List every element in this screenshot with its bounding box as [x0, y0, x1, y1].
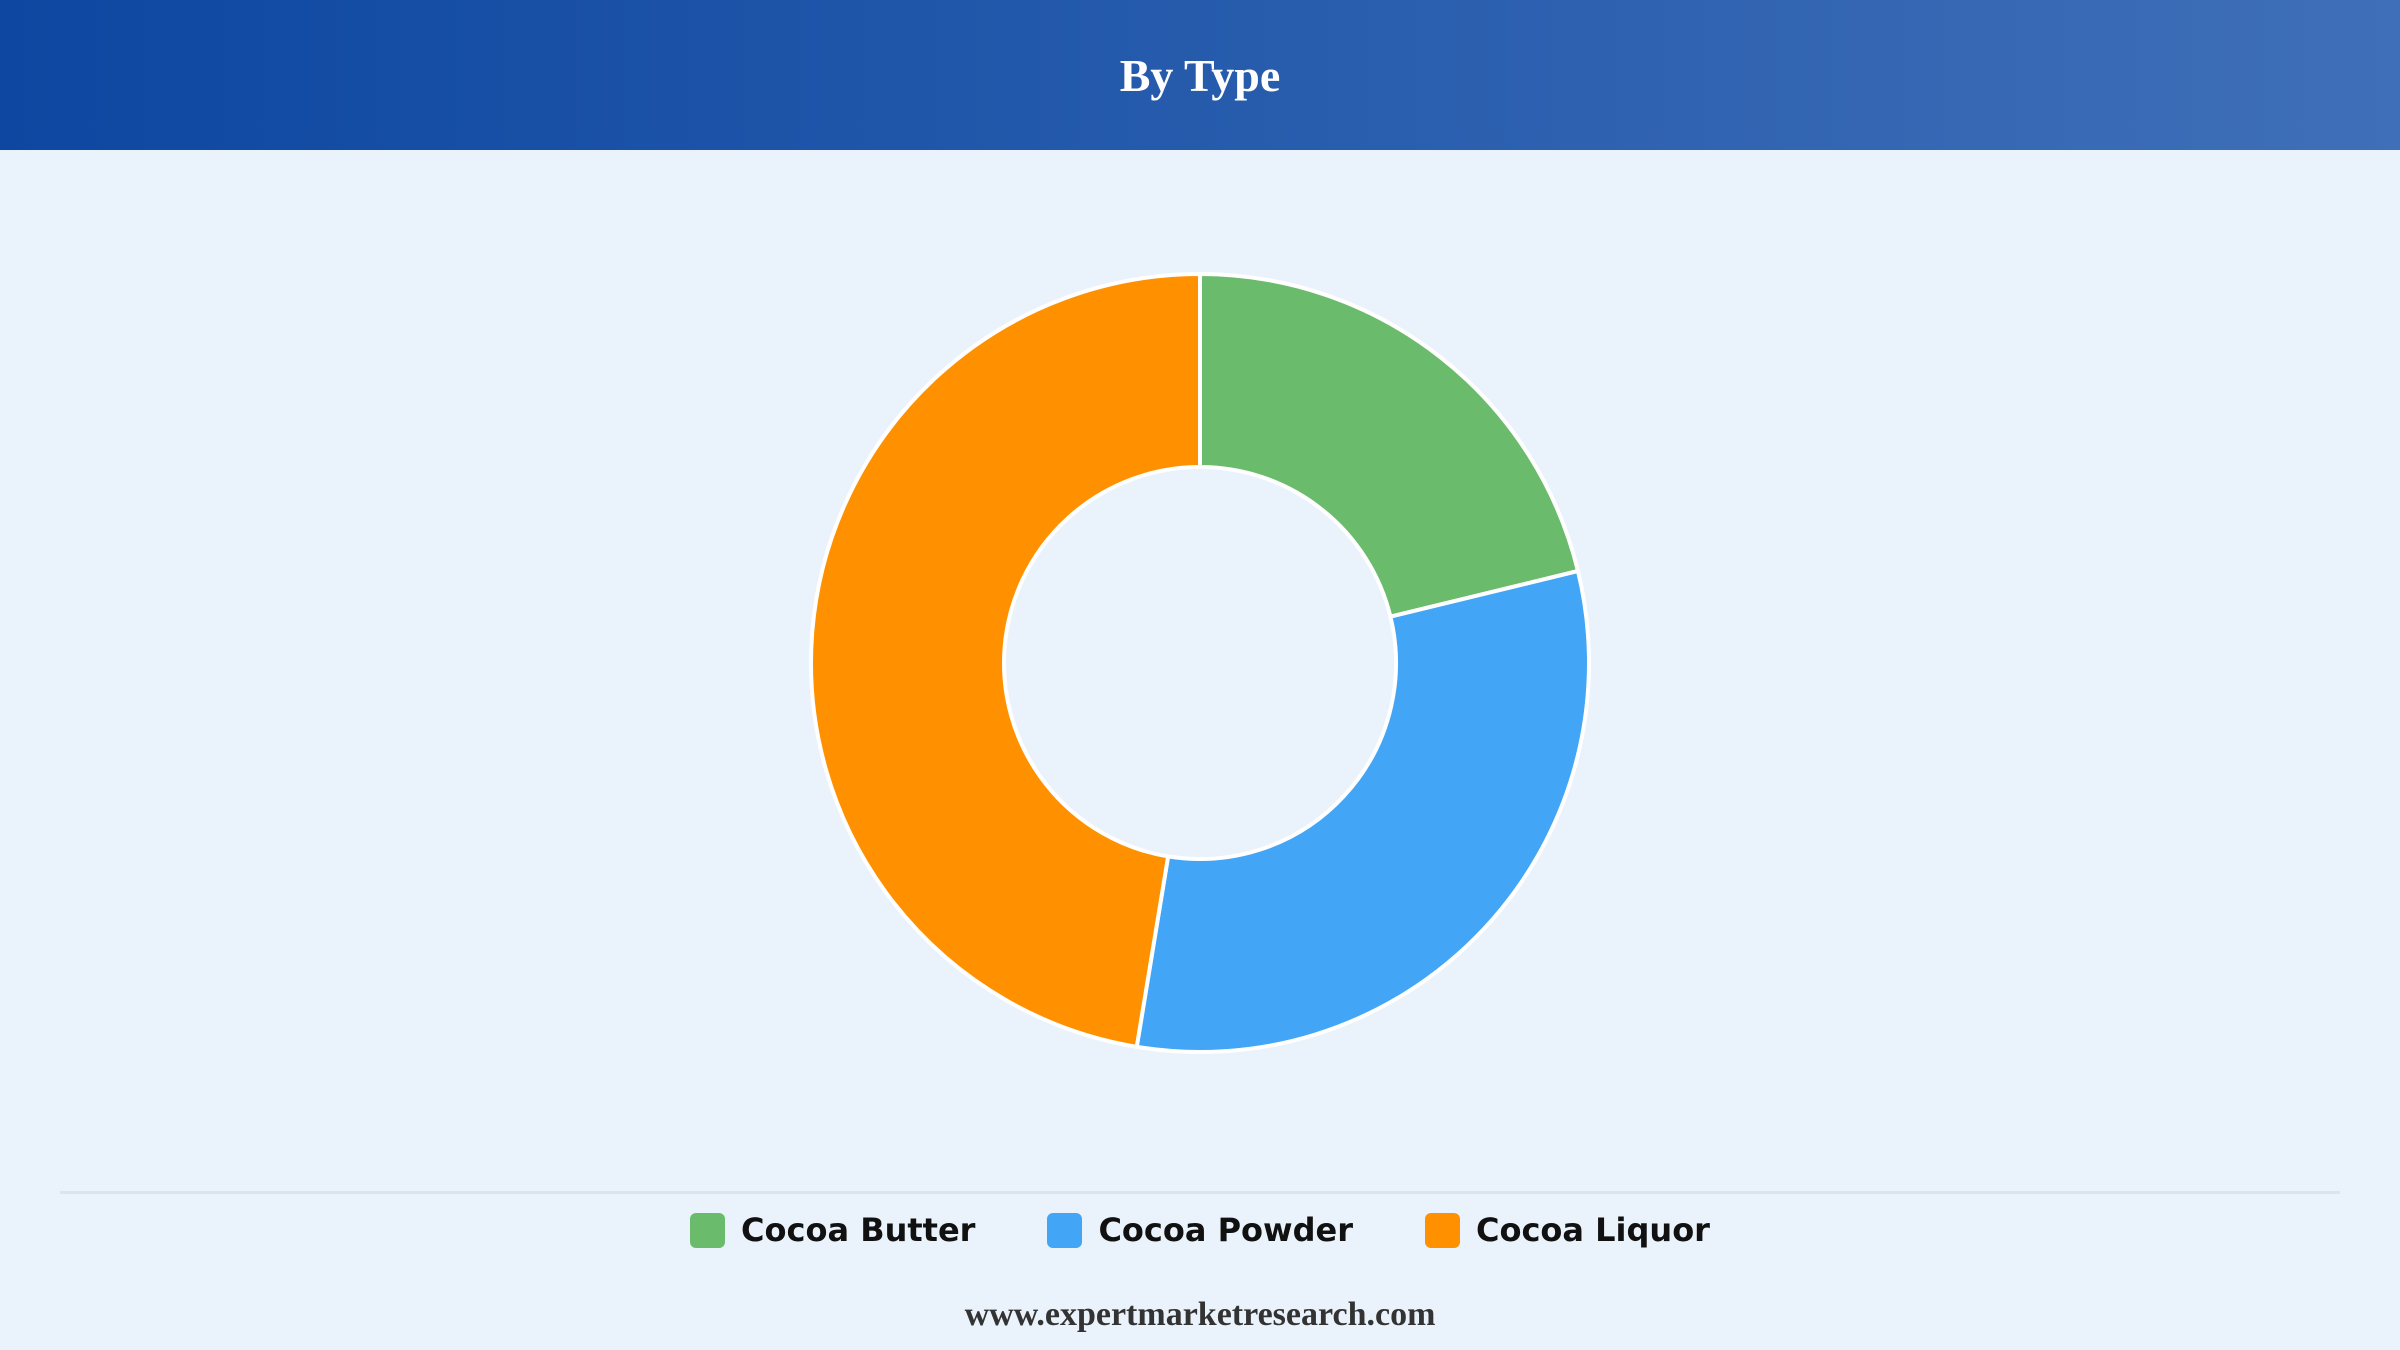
legend-item: Cocoa Powder [1047, 1211, 1353, 1249]
donut-slice [1134, 568, 1591, 1054]
legend-swatch [690, 1212, 726, 1248]
legend-swatch [1047, 1212, 1083, 1248]
source: www.expertmarketresearch.com [964, 1296, 1436, 1333]
header: By Type [0, 0, 2400, 150]
donut-slice [1198, 271, 1581, 620]
legend-item: Cocoa Liquor [1424, 1211, 1710, 1249]
legend-swatch [1424, 1212, 1460, 1248]
chart-title: By Type [1119, 49, 1281, 101]
legend: Cocoa Butter Cocoa Powder Cocoa Liquor [0, 1206, 2400, 1254]
donut-slice [809, 271, 1202, 1050]
chart [809, 271, 1591, 1054]
legend-label: Cocoa Powder [1098, 1211, 1353, 1249]
divider [60, 1191, 2340, 1194]
legend-item: Cocoa Butter [690, 1211, 975, 1249]
legend-label: Cocoa Liquor [1475, 1211, 1710, 1249]
legend-label: Cocoa Butter [741, 1211, 976, 1249]
